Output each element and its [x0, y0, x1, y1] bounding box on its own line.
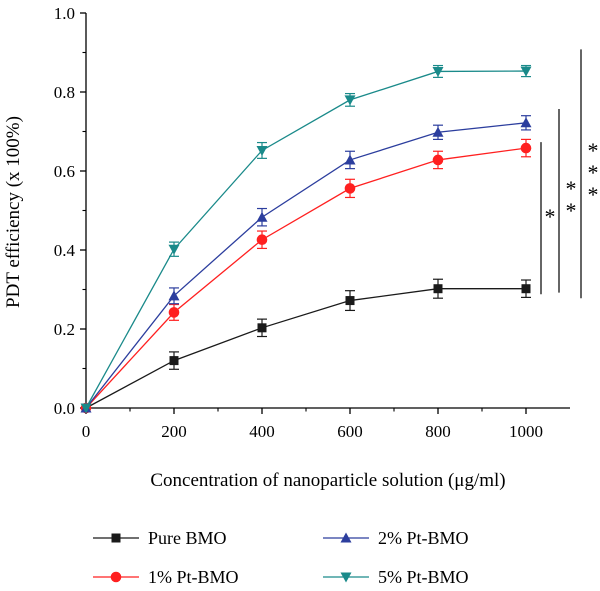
x-tick-label: 400: [249, 422, 275, 441]
series-line: [85, 122, 527, 409]
data-point: [168, 244, 180, 255]
series-line: [85, 147, 527, 409]
y-tick-label: 0.4: [54, 241, 76, 260]
data-point: [257, 323, 267, 333]
data-point: [344, 183, 356, 194]
significance-star: *: [588, 138, 599, 163]
y-axis-title: PDT efficiency (x 100%): [3, 116, 24, 308]
x-tick-label: 600: [337, 422, 363, 441]
legend-label: 2% Pt-BMO: [378, 528, 469, 548]
data-point: [168, 290, 180, 301]
legend-item: 2% Pt-BMO: [323, 528, 469, 548]
significance-star: *: [566, 176, 577, 201]
data-point: [432, 126, 444, 137]
data-point: [256, 234, 268, 246]
data-point: [344, 154, 356, 165]
series-pure-bmo: [81, 278, 531, 413]
axes: 0 200 400 600 800 1000 0.0 0.2 0.4 0.6 0.8 1.0: [54, 4, 570, 441]
legend-label: Pure BMO: [148, 528, 227, 548]
legend-label: 1% Pt-BMO: [148, 567, 239, 587]
data-point: [168, 307, 180, 318]
legend-marker: [340, 572, 352, 583]
series-line: [85, 70, 527, 409]
data-point: [521, 284, 531, 294]
significance-star: *: [588, 160, 599, 185]
data-point: [169, 356, 179, 366]
legend-marker: [111, 533, 121, 543]
legend-label: 5% Pt-BMO: [378, 567, 469, 587]
y-tick-label: 0.6: [54, 162, 75, 181]
data-point: [80, 403, 92, 414]
series-2-pt-bmo: [80, 115, 532, 413]
data-point: [256, 211, 268, 222]
series-layer: [80, 64, 532, 414]
x-tick-label: 1000: [509, 422, 543, 441]
x-axis-title: Concentration of nanoparticle solution (…: [150, 470, 505, 491]
legend-item: 5% Pt-BMO: [323, 567, 469, 587]
data-point: [433, 284, 443, 294]
significance-star: *: [566, 198, 577, 223]
y-tick-label: 0.0: [54, 399, 75, 418]
data-point: [432, 154, 444, 166]
y-tick-label: 0.8: [54, 83, 75, 102]
data-point: [345, 296, 355, 306]
significance-annotations: ******: [540, 49, 599, 299]
x-tick-label: 800: [425, 422, 451, 441]
data-point: [432, 66, 444, 77]
data-point: [520, 117, 532, 128]
series-5-pt-bmo: [80, 64, 532, 414]
legend-marker: [340, 532, 352, 543]
data-point: [520, 142, 532, 154]
series-1-pt-bmo: [80, 138, 532, 414]
significance-star: *: [588, 182, 599, 207]
significance-star: *: [545, 204, 556, 229]
y-tick-label: 1.0: [54, 4, 75, 23]
legend-marker: [110, 571, 122, 583]
data-point: [344, 95, 356, 106]
series-line: [85, 288, 526, 409]
data-point: [256, 145, 268, 156]
data-point: [520, 66, 532, 77]
x-tick-label: 0: [82, 422, 91, 441]
legend: Pure BMO 1% Pt-BMO 2% Pt-BMO 5% Pt-BMO: [93, 528, 469, 587]
legend-item: 1% Pt-BMO: [93, 567, 239, 587]
x-tick-label: 200: [161, 422, 187, 441]
legend-item: Pure BMO: [93, 528, 227, 548]
y-tick-label: 0.2: [54, 320, 75, 339]
